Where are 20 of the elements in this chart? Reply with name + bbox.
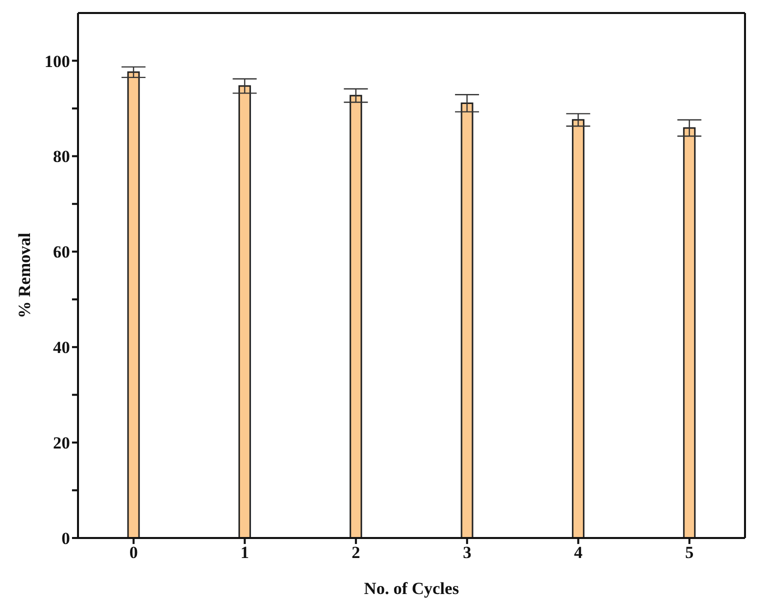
y-tick-label: 60: [53, 242, 70, 262]
bar: [127, 71, 140, 538]
y-tick-label: 80: [53, 147, 70, 166]
bar: [350, 94, 362, 538]
x-tick-label: 5: [685, 543, 694, 562]
x-tick-label: 2: [352, 543, 360, 562]
x-tick-label: 1: [240, 543, 249, 562]
y-tick-label: 0: [62, 529, 70, 548]
bar: [238, 85, 251, 538]
x-axis-title: No. of Cycles: [364, 579, 460, 598]
y-tick-label: 20: [53, 434, 70, 453]
bar: [683, 127, 696, 538]
y-tick-label: 100: [44, 52, 70, 71]
x-tick-label: 3: [462, 543, 472, 562]
y-tick-label: 40: [53, 338, 70, 358]
bar: [460, 102, 474, 538]
x-tick-label: 0: [129, 543, 138, 562]
y-axis-title: % Removal: [15, 232, 34, 318]
bar: [572, 119, 584, 538]
x-tick-label: 4: [574, 543, 583, 562]
